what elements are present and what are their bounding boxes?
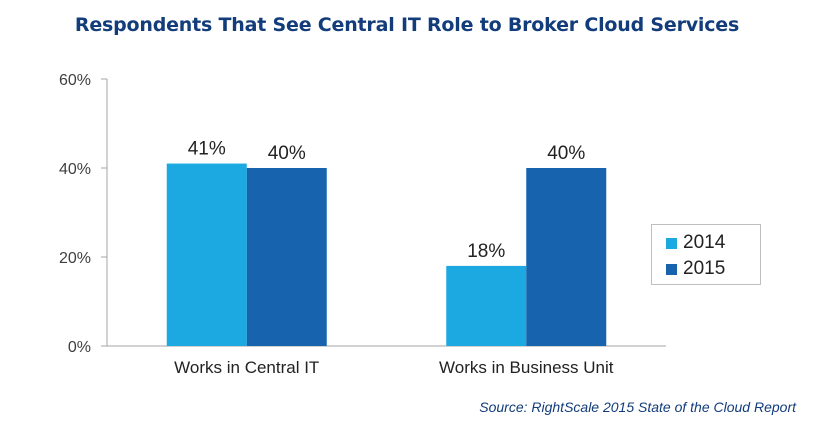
y-tick-label: 60% [59,72,91,89]
legend-swatch-2015 [666,263,677,275]
bar-2014-1 [166,163,247,346]
category-label: Works in Business Unit [439,358,614,377]
legend-label-2014: 2014 [683,232,726,253]
data-label: 40% [268,143,306,164]
chart-legend: 2014 2015 [651,224,761,285]
legend-swatch-2014 [666,237,677,249]
y-tick-label: 40% [59,161,91,178]
bar-2014-2 [446,265,527,346]
y-tick-label: 0% [68,339,91,356]
category-label: Works in Central IT [174,358,319,377]
legend-item-2014: 2014 [666,230,760,256]
bar-2015-2 [526,168,607,346]
data-label: 41% [188,139,226,160]
legend-label-2015: 2015 [683,258,726,279]
data-label: 40% [547,143,585,164]
chart-title: Respondents That See Central IT Role to … [74,14,740,36]
y-tick-label: 20% [59,250,91,267]
bar-2015-1 [246,168,327,346]
source-note: Source: RightScale 2015 State of the Clo… [479,399,796,415]
legend-item-2015: 2015 [666,256,760,282]
data-label: 18% [467,241,505,262]
